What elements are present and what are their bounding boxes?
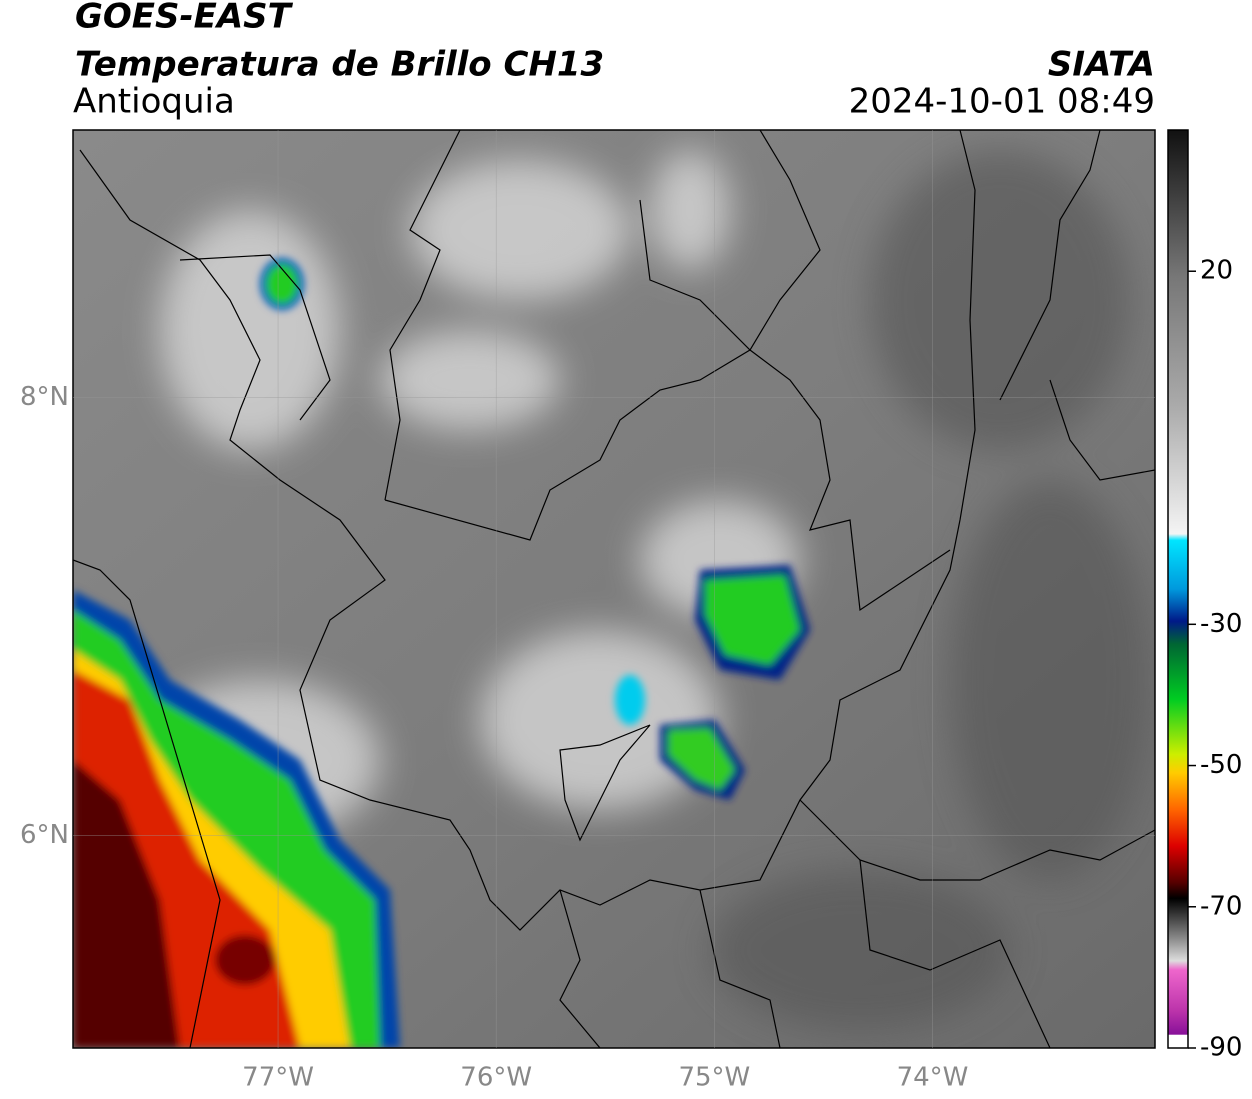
colorbar-tick-label: 20	[1200, 256, 1233, 286]
subtitle: Temperatura de Brillo CH13	[75, 45, 604, 85]
x-tick-label: 74°W	[897, 1063, 969, 1093]
datetime: 2024-10-01 08:49	[849, 82, 1155, 122]
colorbar-tick-label: -30	[1200, 609, 1242, 639]
colorbar	[1167, 129, 1189, 1049]
region: Antioquia	[73, 82, 235, 122]
y-tick-label: 8°N	[20, 382, 69, 412]
x-tick-label: 75°W	[678, 1063, 750, 1093]
x-tick-label: 77°W	[242, 1063, 314, 1093]
y-tick-label: 6°N	[20, 820, 69, 850]
title: GOES-EAST	[75, 0, 294, 37]
colorbar-tick-label: -70	[1200, 891, 1242, 921]
x-tick-label: 76°W	[460, 1063, 532, 1093]
map-frame	[72, 129, 1156, 1049]
source: SIATA	[1048, 45, 1155, 85]
colorbar-tick-label: -50	[1200, 750, 1242, 780]
boundaries	[73, 130, 1155, 1048]
colorbar-tick-label: -90	[1200, 1033, 1242, 1063]
map-imagery	[73, 130, 1155, 1048]
